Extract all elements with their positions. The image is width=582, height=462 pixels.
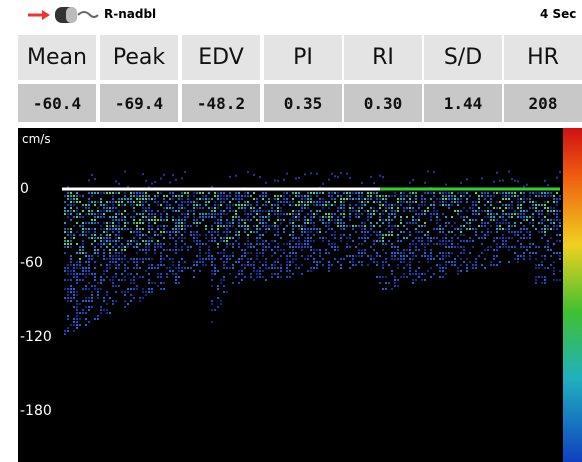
screen: R-nadbl 4 Sec Mean-60.4Peak-69.4EDV-48.2… [0, 0, 582, 462]
axis-tick-label: -60 [20, 255, 43, 271]
color-bar [563, 128, 582, 462]
spectrogram: 0 -60 -120 -180 cm/s [0, 0, 582, 462]
axis-tick-label: 0 [20, 181, 29, 197]
axis-tick-label: -180 [20, 403, 52, 419]
axis-unit: cm/s [22, 132, 51, 146]
axis-tick-label: -120 [20, 329, 52, 345]
